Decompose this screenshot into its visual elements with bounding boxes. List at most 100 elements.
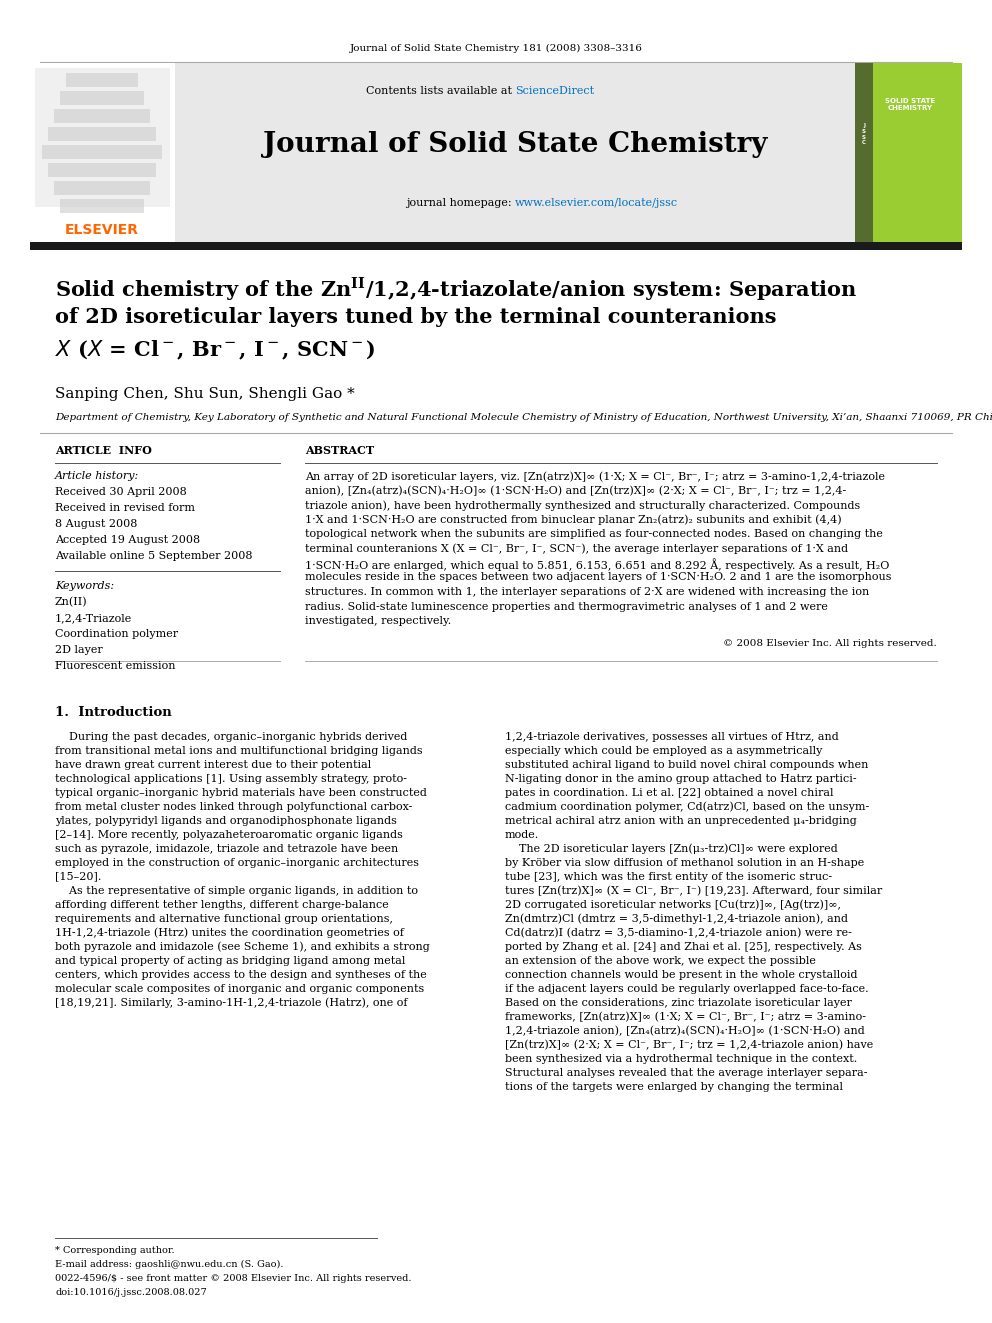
Text: 1H-1,2,4-triazole (Htrz) unites the coordination geometries of: 1H-1,2,4-triazole (Htrz) unites the coor…	[55, 927, 404, 938]
Text: ported by Zhang et al. [24] and Zhai et al. [25], respectively. As: ported by Zhang et al. [24] and Zhai et …	[505, 942, 862, 951]
Text: tions of the targets were enlarged by changing the terminal: tions of the targets were enlarged by ch…	[505, 1081, 843, 1091]
Text: and typical property of acting as bridging ligand among metal: and typical property of acting as bridgi…	[55, 955, 406, 966]
Text: triazole anion), have been hydrothermally synthesized and structurally character: triazole anion), have been hydrothermall…	[305, 500, 860, 511]
Text: both pyrazole and imidazole (see Scheme 1), and exhibits a strong: both pyrazole and imidazole (see Scheme …	[55, 942, 430, 953]
Text: ELSEVIER: ELSEVIER	[65, 224, 139, 237]
Bar	[48, 127, 156, 142]
Bar	[66, 73, 138, 87]
Text: especially which could be employed as a asymmetrically: especially which could be employed as a …	[505, 745, 822, 755]
Text: Fluorescent emission: Fluorescent emission	[55, 662, 176, 671]
Text: frameworks, [Zn(atrz)X]∞ (1·X; X = Cl⁻, Br⁻, I⁻; atrz = 3-amino-: frameworks, [Zn(atrz)X]∞ (1·X; X = Cl⁻, …	[505, 1012, 866, 1021]
Bar	[54, 108, 150, 123]
Text: Article history:: Article history:	[55, 471, 139, 482]
Text: [15–20].: [15–20].	[55, 872, 101, 881]
Text: [18,19,21]. Similarly, 3-amino-1H-1,2,4-triazole (Hatrz), one of: [18,19,21]. Similarly, 3-amino-1H-1,2,4-…	[55, 998, 408, 1008]
Text: been synthesized via a hydrothermal technique in the context.: been synthesized via a hydrothermal tech…	[505, 1053, 857, 1064]
Text: J
S
S
C: J S S C	[862, 123, 866, 146]
Text: Received 30 April 2008: Received 30 April 2008	[55, 487, 186, 497]
Text: structures. In common with 1, the interlayer separations of 2·X are widened with: structures. In common with 1, the interl…	[305, 587, 869, 597]
Text: 1.  Introduction: 1. Introduction	[55, 705, 172, 718]
Bar	[855, 64, 962, 242]
Text: tube [23], which was the first entity of the isomeric struc-: tube [23], which was the first entity of…	[505, 872, 832, 881]
Text: molecules reside in the spaces between two adjacent layers of 1·SCN·H₂O. 2 and 1: molecules reside in the spaces between t…	[305, 573, 892, 582]
Text: Structural analyses revealed that the average interlayer separa-: Structural analyses revealed that the av…	[505, 1068, 867, 1077]
Text: 1,2,4-Triazole: 1,2,4-Triazole	[55, 613, 132, 623]
Text: journal homepage:: journal homepage:	[406, 198, 515, 208]
Text: molecular scale composites of inorganic and organic components: molecular scale composites of inorganic …	[55, 983, 425, 994]
Text: an extension of the above work, we expect the possible: an extension of the above work, we expec…	[505, 955, 815, 966]
Text: Based on the considerations, zinc triazolate isoreticular layer: Based on the considerations, zinc triazo…	[505, 998, 852, 1008]
Bar	[60, 91, 144, 105]
Bar	[42, 146, 162, 159]
Text: ARTICLE  INFO: ARTICLE INFO	[55, 445, 152, 456]
Text: © 2008 Elsevier Inc. All rights reserved.: © 2008 Elsevier Inc. All rights reserved…	[723, 639, 937, 647]
Text: of 2D isoreticular layers tuned by the terminal counteranions: of 2D isoreticular layers tuned by the t…	[55, 307, 777, 327]
Text: [Zn(trz)X]∞ (2·X; X = Cl⁻, Br⁻, I⁻; trz = 1,2,4-triazole anion) have: [Zn(trz)X]∞ (2·X; X = Cl⁻, Br⁻, I⁻; trz …	[505, 1040, 873, 1050]
Text: Coordination polymer: Coordination polymer	[55, 628, 179, 639]
Text: tures [Zn(trz)X]∞ (X = Cl⁻, Br⁻, I⁻) [19,23]. Afterward, four similar: tures [Zn(trz)X]∞ (X = Cl⁻, Br⁻, I⁻) [19…	[505, 885, 882, 896]
Text: www.elsevier.com/locate/jssc: www.elsevier.com/locate/jssc	[515, 198, 679, 208]
Text: 1,2,4-triazole anion), [Zn₄(atrz)₄(SCN)₄·H₂O]∞ (1·SCN·H₂O) and: 1,2,4-triazole anion), [Zn₄(atrz)₄(SCN)₄…	[505, 1025, 865, 1036]
Text: centers, which provides access to the design and syntheses of the: centers, which provides access to the de…	[55, 970, 427, 979]
Bar	[60, 198, 144, 213]
Text: Zn(dmtrz)Cl (dmtrz = 3,5-dimethyl-1,2,4-triazole anion), and: Zn(dmtrz)Cl (dmtrz = 3,5-dimethyl-1,2,4-…	[505, 913, 848, 923]
Bar	[30, 242, 962, 250]
Text: if the adjacent layers could be regularly overlapped face-to-face.: if the adjacent layers could be regularl…	[505, 983, 869, 994]
Text: anion), [Zn₄(atrz)₄(SCN)₄·H₂O]∞ (1·SCN·H₂O) and [Zn(trz)X]∞ (2·X; X = Cl⁻, Br⁻, : anion), [Zn₄(atrz)₄(SCN)₄·H₂O]∞ (1·SCN·H…	[305, 486, 846, 496]
Text: Available online 5 September 2008: Available online 5 September 2008	[55, 550, 253, 561]
Text: requirements and alternative functional group orientations,: requirements and alternative functional …	[55, 913, 393, 923]
Text: radius. Solid-state luminescence properties and thermogravimetric analyses of 1 : radius. Solid-state luminescence propert…	[305, 602, 828, 611]
Text: 1·X and 1·SCN·H₂O are constructed from binuclear planar Zn₂(atrz)₂ subunits and : 1·X and 1·SCN·H₂O are constructed from b…	[305, 515, 841, 525]
Text: Keywords:: Keywords:	[55, 581, 114, 591]
Text: 2D layer: 2D layer	[55, 646, 103, 655]
Text: investigated, respectively.: investigated, respectively.	[305, 617, 451, 626]
Text: The 2D isoreticular layers [Zn(μ₃-trz)Cl]∞ were explored: The 2D isoreticular layers [Zn(μ₃-trz)Cl…	[505, 844, 838, 855]
Text: Received in revised form: Received in revised form	[55, 503, 195, 513]
Text: metrical achiral atrz anion with an unprecedented μ₄-bridging: metrical achiral atrz anion with an unpr…	[505, 815, 857, 826]
Text: such as pyrazole, imidazole, triazole and tetrazole have been: such as pyrazole, imidazole, triazole an…	[55, 844, 398, 853]
Text: 1,2,4-triazole derivatives, possesses all virtues of Htrz, and: 1,2,4-triazole derivatives, possesses al…	[505, 732, 839, 741]
Text: technological applications [1]. Using assembly strategy, proto-: technological applications [1]. Using as…	[55, 774, 407, 783]
Text: by Kröber via slow diffusion of methanol solution in an H-shape: by Kröber via slow diffusion of methanol…	[505, 857, 864, 868]
Text: Cd(datrz)I (datrz = 3,5-diamino-1,2,4-triazole anion) were re-: Cd(datrz)I (datrz = 3,5-diamino-1,2,4-tr…	[505, 927, 852, 938]
Text: ABSTRACT: ABSTRACT	[305, 445, 374, 456]
Text: Zn(II): Zn(II)	[55, 597, 87, 607]
Text: ylates, polypyridyl ligands and organodiphosphonate ligands: ylates, polypyridyl ligands and organodi…	[55, 815, 397, 826]
Text: 1·SCN·H₂O are enlarged, which equal to 5.851, 6.153, 6.651 and 8.292 Å, respecti: 1·SCN·H₂O are enlarged, which equal to 5…	[305, 558, 890, 570]
Text: doi:10.1016/j.jssc.2008.08.027: doi:10.1016/j.jssc.2008.08.027	[55, 1289, 206, 1297]
Text: mode.: mode.	[505, 830, 540, 840]
Text: 8 August 2008: 8 August 2008	[55, 519, 137, 529]
Text: substituted achiral ligand to build novel chiral compounds when: substituted achiral ligand to build nove…	[505, 759, 868, 770]
Text: * Corresponding author.: * Corresponding author.	[55, 1246, 175, 1256]
Bar	[855, 64, 873, 242]
Bar	[48, 163, 156, 177]
Text: An array of 2D isoreticular layers, viz. [Zn(atrz)X]∞ (1·X; X = Cl⁻, Br⁻, I⁻; at: An array of 2D isoreticular layers, viz.…	[305, 471, 885, 482]
Text: Sanping Chen, Shu Sun, Shengli Gao *: Sanping Chen, Shu Sun, Shengli Gao *	[55, 388, 355, 401]
Text: ScienceDirect: ScienceDirect	[515, 86, 594, 97]
Text: [2–14]. More recently, polyazaheteroaromatic organic ligands: [2–14]. More recently, polyazaheteroarom…	[55, 830, 403, 840]
Text: Department of Chemistry, Key Laboratory of Synthetic and Natural Functional Mole: Department of Chemistry, Key Laboratory …	[55, 413, 992, 422]
Text: 2D corrugated isoreticular networks [Cu(trz)]∞, [Ag(trz)]∞,: 2D corrugated isoreticular networks [Cu(…	[505, 900, 841, 910]
Text: Solid chemistry of the Zn$^{\mathregular{II}}$/1,2,4-triazolate/anion system: Se: Solid chemistry of the Zn$^{\mathregular…	[55, 275, 857, 303]
Text: have drawn great current interest due to their potential: have drawn great current interest due to…	[55, 759, 371, 770]
Text: typical organic–inorganic hybrid materials have been constructed: typical organic–inorganic hybrid materia…	[55, 787, 427, 798]
Bar	[30, 64, 175, 242]
Text: topological network when the subunits are simplified as four-connected nodes. Ba: topological network when the subunits ar…	[305, 529, 883, 538]
Text: SOLID STATE
CHEMISTRY: SOLID STATE CHEMISTRY	[885, 98, 935, 111]
Text: $X$ ($X$ = Cl$^-$, Br$^-$, I$^-$, SCN$^-$): $X$ ($X$ = Cl$^-$, Br$^-$, I$^-$, SCN$^-…	[55, 339, 376, 363]
Text: pates in coordination. Li et al. [22] obtained a novel chiral: pates in coordination. Li et al. [22] ob…	[505, 787, 833, 798]
Text: terminal counteranions X (X = Cl⁻, Br⁻, I⁻, SCN⁻), the average interlayer separa: terminal counteranions X (X = Cl⁻, Br⁻, …	[305, 544, 848, 554]
Text: 0022-4596/$ - see front matter © 2008 Elsevier Inc. All rights reserved.: 0022-4596/$ - see front matter © 2008 El…	[55, 1274, 412, 1283]
Text: connection channels would be present in the whole crystalloid: connection channels would be present in …	[505, 970, 857, 979]
Text: Accepted 19 August 2008: Accepted 19 August 2008	[55, 534, 200, 545]
Text: affording different tether lengths, different charge-balance: affording different tether lengths, diff…	[55, 900, 389, 909]
Text: Contents lists available at: Contents lists available at	[365, 86, 515, 97]
Text: During the past decades, organic–inorganic hybrids derived: During the past decades, organic–inorgan…	[55, 732, 408, 741]
Text: Journal of Solid State Chemistry: Journal of Solid State Chemistry	[263, 131, 767, 159]
Text: employed in the construction of organic–inorganic architectures: employed in the construction of organic–…	[55, 857, 419, 868]
Bar	[30, 64, 962, 242]
Text: As the representative of simple organic ligands, in addition to: As the representative of simple organic …	[55, 885, 418, 896]
Text: from metal cluster nodes linked through polyfunctional carbox-: from metal cluster nodes linked through …	[55, 802, 413, 811]
Text: E-mail address: gaoshli@nwu.edu.cn (S. Gao).: E-mail address: gaoshli@nwu.edu.cn (S. G…	[55, 1259, 284, 1269]
Text: from transitional metal ions and multifunctional bridging ligands: from transitional metal ions and multifu…	[55, 745, 423, 755]
